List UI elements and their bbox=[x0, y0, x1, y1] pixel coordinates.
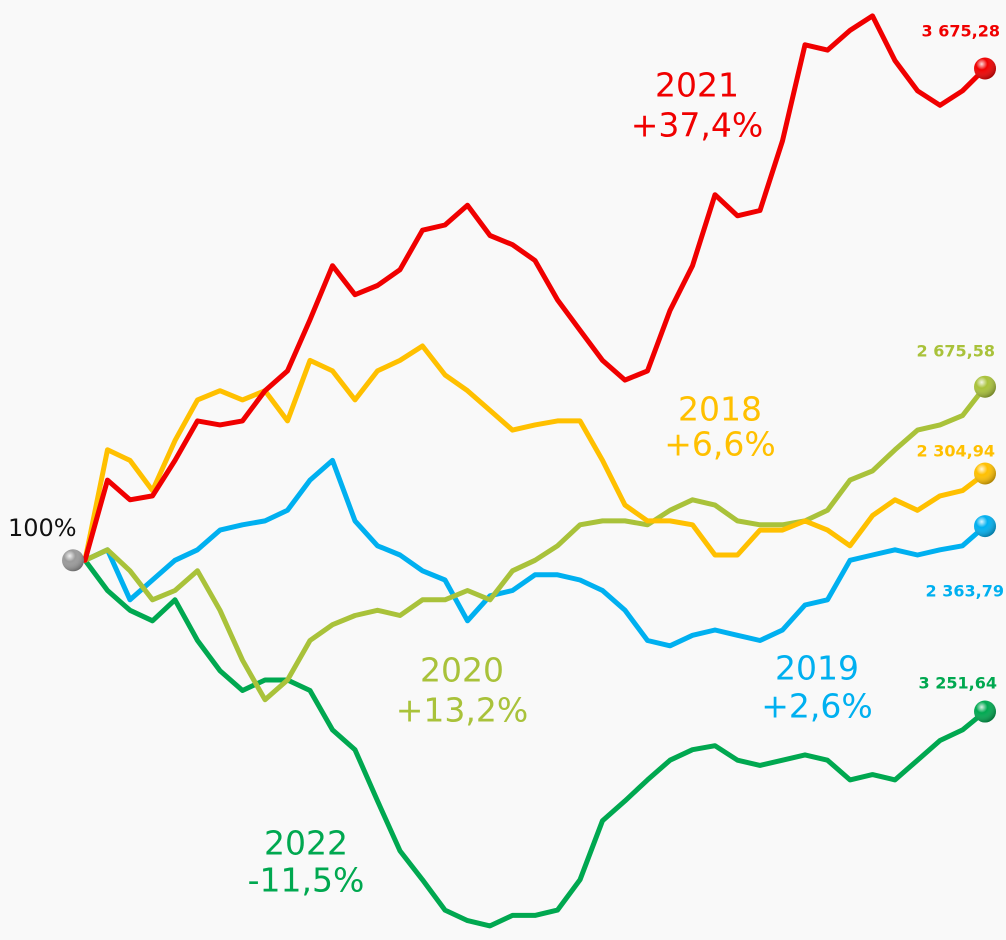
end-dot-shine bbox=[974, 700, 996, 723]
end-label: 2 304,94 bbox=[917, 442, 995, 461]
series-change: +2,6% bbox=[761, 687, 873, 726]
end-dot-shine bbox=[974, 515, 996, 538]
series-line bbox=[82, 557, 988, 929]
end-dot-shine bbox=[974, 375, 996, 398]
series-line bbox=[82, 343, 988, 563]
series-change: +6,6% bbox=[664, 425, 776, 464]
series-name: 2019 bbox=[775, 649, 859, 688]
series-line bbox=[82, 13, 988, 563]
series-name: 2022 bbox=[264, 824, 348, 863]
end-dot-shine bbox=[974, 462, 996, 485]
series-line bbox=[82, 384, 988, 703]
start-label: 100% bbox=[8, 514, 77, 542]
series-change: +13,2% bbox=[396, 691, 528, 730]
series-change: -11,5% bbox=[248, 861, 365, 900]
end-label: 2 675,58 bbox=[917, 342, 995, 361]
end-dot-shine bbox=[974, 57, 996, 80]
series-name: 2021 bbox=[655, 66, 739, 105]
end-label: 3 675,28 bbox=[922, 22, 1000, 41]
start-dot-shine bbox=[62, 549, 84, 572]
series-line bbox=[82, 457, 988, 649]
series-change: +37,4% bbox=[631, 106, 763, 145]
series-name: 2020 bbox=[420, 651, 504, 690]
series-name: 2018 bbox=[678, 390, 762, 429]
end-label: 3 251,64 bbox=[919, 674, 997, 693]
end-label: 2 363,79 bbox=[926, 582, 1004, 601]
